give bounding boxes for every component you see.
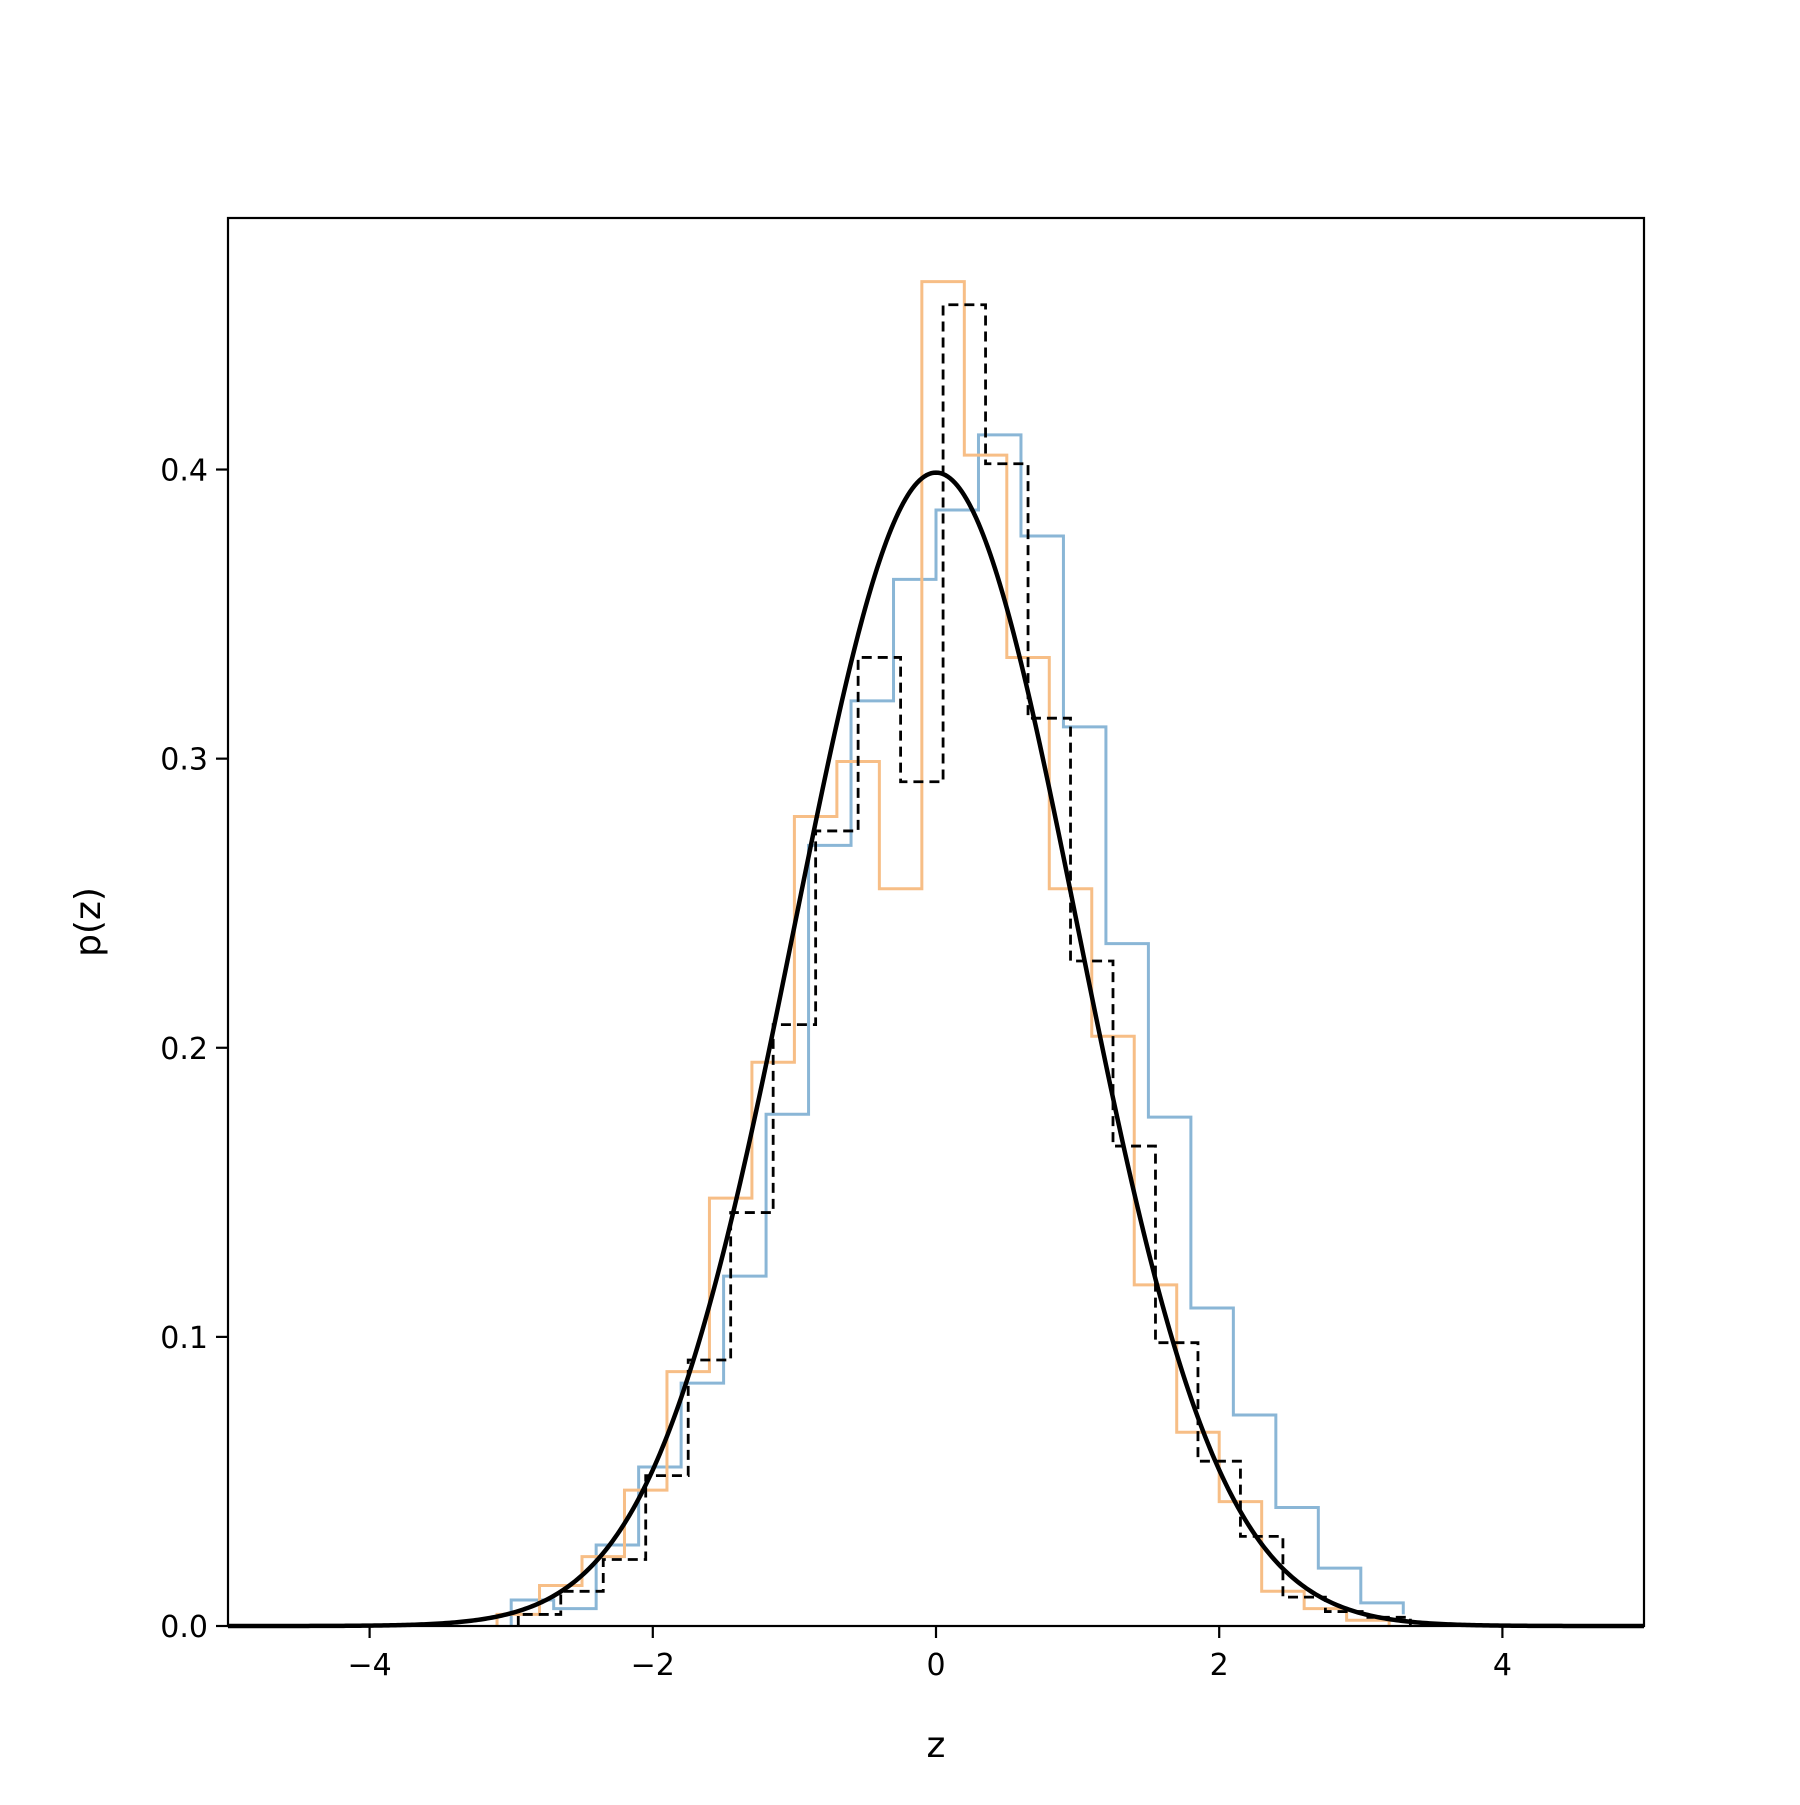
- y-axis-label: p(z): [68, 887, 109, 957]
- axis-ticks: −4 −2 0 2 4 0.0 0.1 0.2 0.3 0.4: [160, 454, 1512, 1683]
- histogram-series-2: [516, 303, 1412, 1626]
- x-axis-label: z: [927, 1725, 946, 1766]
- normal-pdf-curve: [228, 470, 1644, 1629]
- y-tick-label: 0.3: [160, 743, 208, 778]
- x-tick-label: −4: [347, 1648, 391, 1683]
- x-tick-label: 4: [1493, 1648, 1512, 1683]
- y-tick-label: 0.0: [160, 1610, 208, 1645]
- histogram-series-0: [509, 433, 1405, 1626]
- plot-area: [228, 280, 1644, 1629]
- axes-frame: [226, 216, 1646, 1628]
- x-tick-label: 0: [926, 1648, 945, 1683]
- x-tick-label: −2: [631, 1648, 675, 1683]
- histogram-series-1: [495, 280, 1391, 1626]
- y-tick-label: 0.2: [160, 1032, 208, 1067]
- y-tick-label: 0.4: [160, 454, 208, 489]
- y-tick-label: 0.1: [160, 1321, 208, 1356]
- x-tick-label: 2: [1210, 1648, 1229, 1683]
